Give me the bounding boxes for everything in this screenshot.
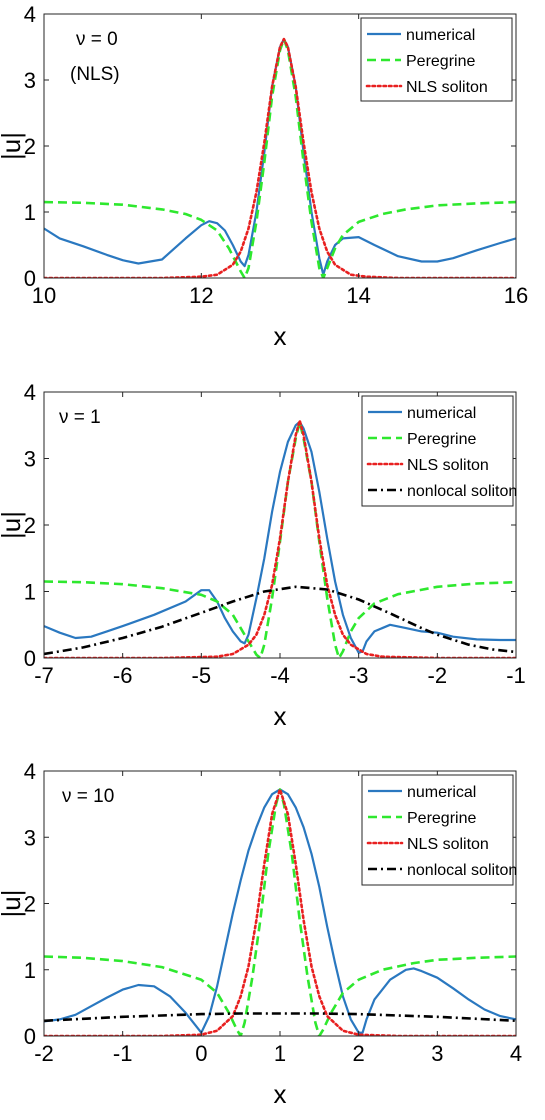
y-tick-label: 3 [24,825,36,850]
y-tick-label: 1 [24,958,36,983]
x-tick-label: -6 [113,663,133,688]
legend-entry: nonlocal soliton [407,483,517,500]
legend-box [361,774,514,886]
legend-entry: nonlocal soliton [407,862,517,879]
y-axis-label: |u| [0,132,26,160]
legend-entry: NLS soliton [407,457,489,474]
chart-panel-3: -2 -1 0 1 2 3 4 0 1 2 3 4 x |u| ν = 10 numerical Peregri… [0,759,522,1109]
x-tick-label: 4 [510,1041,522,1066]
y-tick-label: 0 [24,646,36,671]
y-tick-label: 4 [24,380,36,405]
series-line-numerical [44,420,516,654]
panel-annotation: ν = 10 [62,786,114,807]
series-group [44,788,516,1036]
series-line-nls-soliton [44,419,516,658]
legend-entry: NLS soliton [407,836,489,853]
x-tick-label: 2 [353,1041,365,1066]
series-line-nls-soliton [44,788,516,1036]
legend: numerical Peregrine NLS soliton [360,17,513,102]
y-axis-label: |u| [0,890,26,918]
y-tick-label: 2 [24,892,36,917]
x-tick-label: -1 [506,663,526,688]
legend-entry: NLS soliton [406,79,488,96]
x-axis-label: x [274,321,287,351]
y-axis-label: |u| [0,511,26,539]
x-tick-label: 0 [195,1041,207,1066]
x-tick-label: -1 [113,1041,133,1066]
x-axis-label: x [274,1079,287,1109]
x-tick-label: 3 [431,1041,443,1066]
x-tick-label: 14 [346,283,370,308]
series-line-peregrine [44,37,516,278]
y-tick-label: 2 [24,513,36,538]
series-group [44,419,516,658]
x-tick-label: 1 [274,1041,286,1066]
panel-annotation: ν = 0 [76,29,118,50]
series-line-nonlocal-soliton [44,1012,516,1023]
y-tick-label: 3 [24,447,36,472]
x-tick-label: 10 [32,283,56,308]
legend-entry: numerical [406,27,475,44]
x-tick-label: -2 [428,663,448,688]
x-tick-label: -2 [34,1041,54,1066]
y-tick-label: 1 [24,200,36,225]
series-group [44,37,516,278]
y-tick-label: 4 [24,759,36,784]
x-tick-label: 16 [504,283,528,308]
panel-annotation: ν = 1 [59,407,101,428]
series-line-nls-soliton [44,37,516,278]
y-tick-label: 2 [24,134,36,159]
x-tick-label: -5 [192,663,212,688]
legend: numerical Peregrine NLS soliton nonlocal so… [361,395,517,507]
x-tick-label: -3 [349,663,369,688]
series-line-nonlocal-soliton [44,585,516,656]
y-tick-label: 1 [24,580,36,605]
legend: numerical Peregrine NLS soliton nonlocal so… [361,774,517,886]
series-line-peregrine [44,788,516,1036]
panel-annotation: (NLS) [70,64,120,85]
y-tick-label: 0 [24,1024,36,1049]
x-tick-label: 12 [189,283,213,308]
legend-entry: Peregrine [407,810,476,827]
y-tick-label: 0 [24,266,36,291]
legend-entry: numerical [407,784,476,801]
legend-box [361,395,514,507]
x-axis-label: x [274,701,287,731]
series-line-numerical [44,788,516,1034]
x-tick-label: -7 [34,663,54,688]
legend-entry: numerical [407,405,476,422]
y-tick-label: 4 [24,2,36,27]
chart-panel-2: -7 -6 -5 -4 -3 -2 -1 0 1 2 3 4 x |u| ν = 1 numerical Per… [0,380,526,731]
legend-entry: Peregrine [407,431,476,448]
y-tick-label: 3 [24,68,36,93]
legend-entry: Peregrine [406,53,475,70]
x-tick-label: -4 [270,663,290,688]
